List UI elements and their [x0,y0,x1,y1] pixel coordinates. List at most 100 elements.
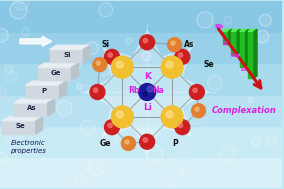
Circle shape [80,163,93,177]
Polygon shape [36,117,43,134]
Bar [0,94,282,126]
Circle shape [177,139,191,153]
Polygon shape [26,81,67,85]
Circle shape [139,84,156,101]
Circle shape [166,61,173,68]
Circle shape [143,38,148,43]
Circle shape [105,49,120,64]
Text: Na: Na [152,86,164,94]
Circle shape [93,58,107,72]
Circle shape [178,53,183,57]
Circle shape [105,120,120,135]
Bar [240,31,246,67]
Polygon shape [229,29,232,44]
Circle shape [116,111,123,118]
Circle shape [179,170,184,175]
Polygon shape [231,29,240,31]
Text: P: P [41,88,46,94]
Polygon shape [48,99,55,116]
Circle shape [197,12,213,28]
Circle shape [147,141,152,145]
Polygon shape [240,29,248,31]
Polygon shape [237,29,240,55]
Circle shape [122,136,135,150]
Circle shape [193,88,197,92]
Circle shape [125,140,129,144]
Bar [0,125,282,157]
Bar [223,31,229,44]
Circle shape [168,38,181,52]
Circle shape [169,184,174,189]
Polygon shape [83,45,91,62]
Circle shape [6,128,23,144]
Circle shape [175,120,190,135]
Text: As: As [27,105,37,112]
Circle shape [77,84,82,89]
Circle shape [10,2,27,19]
Polygon shape [254,29,257,78]
Text: Li: Li [241,67,247,72]
Bar [231,31,237,55]
Circle shape [208,76,222,90]
Text: P: P [172,139,178,148]
Circle shape [81,85,91,94]
Circle shape [219,145,235,162]
Circle shape [116,61,123,68]
Bar [14,103,48,116]
Circle shape [5,65,13,73]
Polygon shape [72,63,79,80]
Circle shape [23,150,27,153]
Polygon shape [50,45,91,49]
Bar [248,31,254,78]
Circle shape [69,60,77,68]
Bar [26,85,60,98]
Circle shape [93,88,98,92]
Circle shape [161,106,183,128]
Text: K: K [223,41,227,46]
Circle shape [85,42,98,54]
Circle shape [248,97,253,102]
Circle shape [0,88,7,97]
Polygon shape [246,29,248,67]
Text: As: As [184,40,194,49]
Circle shape [143,92,147,96]
Circle shape [252,137,261,146]
Circle shape [81,120,95,134]
Text: K: K [144,72,151,81]
Circle shape [32,88,50,105]
Bar [0,62,282,94]
Circle shape [171,41,175,45]
Circle shape [168,54,171,57]
Circle shape [256,30,269,43]
Circle shape [250,65,258,74]
Circle shape [195,107,199,111]
Circle shape [111,106,133,128]
Circle shape [161,56,183,78]
Text: Rb: Rb [129,86,140,94]
Text: Si: Si [101,40,109,49]
Text: Na: Na [231,53,240,58]
Text: Complexation: Complexation [211,106,276,115]
Circle shape [0,153,7,164]
Circle shape [142,52,151,60]
Bar [38,67,72,80]
Bar [0,31,282,63]
Bar [2,121,36,134]
Circle shape [57,101,72,116]
Circle shape [169,159,176,166]
Circle shape [88,159,105,176]
Circle shape [33,94,36,97]
Circle shape [74,176,86,187]
Circle shape [108,123,112,128]
Polygon shape [20,36,52,46]
Bar [50,49,83,62]
Circle shape [189,84,204,99]
Circle shape [111,56,133,78]
Text: Si: Si [64,52,71,58]
Polygon shape [60,81,67,98]
Polygon shape [223,29,232,31]
Circle shape [0,29,8,42]
Circle shape [42,157,46,161]
Polygon shape [14,99,55,103]
Polygon shape [248,29,257,31]
